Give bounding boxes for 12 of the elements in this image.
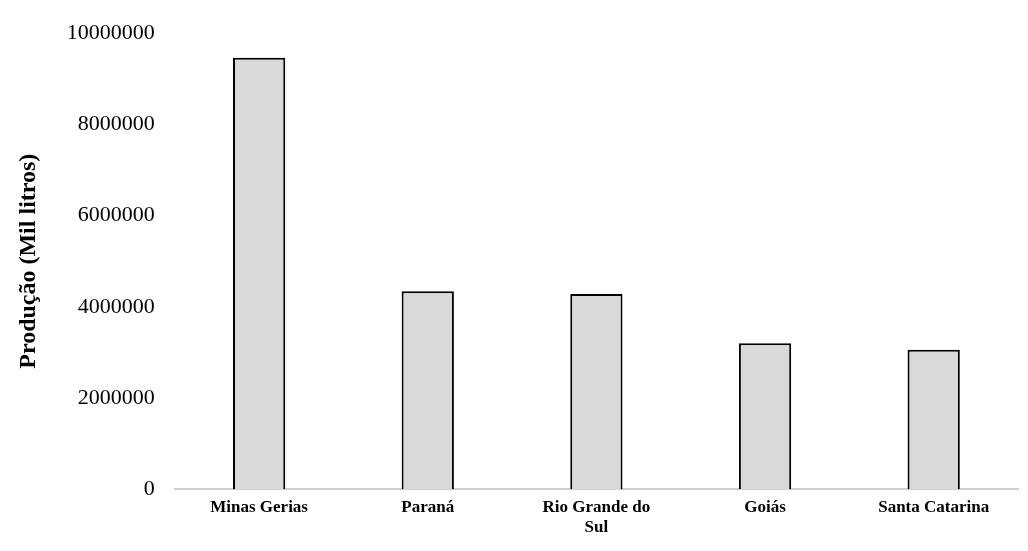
y-tick-label: 0 bbox=[143, 474, 155, 500]
y-tick-label: 4000000 bbox=[77, 292, 155, 318]
x-tick-label: Santa Catarina bbox=[878, 496, 990, 516]
y-tick-label: 10000000 bbox=[66, 18, 155, 44]
x-tick-label: Goiás bbox=[744, 496, 787, 516]
y-axis-title: Produção (Mil litros) bbox=[13, 153, 40, 369]
x-tick-label: Minas Gerias bbox=[210, 496, 309, 516]
x-tick-label: Rio Grande do Sul bbox=[542, 496, 651, 537]
y-tick-label: 8000000 bbox=[77, 110, 155, 136]
y-tick-label: 2000000 bbox=[77, 383, 155, 409]
y-tick-label: 6000000 bbox=[77, 201, 155, 227]
x-tick-label: Paraná bbox=[401, 496, 455, 516]
